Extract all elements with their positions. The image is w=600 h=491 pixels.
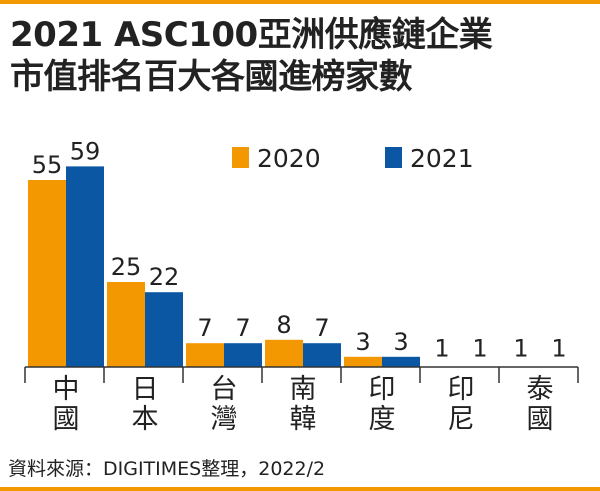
category-label-中國-1: 中 [53, 374, 80, 405]
category-label-中國-2: 國 [53, 404, 80, 435]
bar-2021-南韓 [303, 343, 341, 367]
bar-2020-日本 [107, 282, 145, 367]
chart-title: 2021 ASC100亞洲供應鏈企業 市值排名百大各國進榜家數 [10, 14, 595, 98]
category-label-台灣-1: 台 [211, 374, 238, 405]
chart-title-line-2: 市值排名百大各國進榜家數 [10, 57, 413, 97]
legend-label-2021: 2021 [410, 144, 474, 173]
category-label-印度-2: 度 [369, 404, 396, 435]
category-label-南韓-2: 韓 [290, 404, 317, 435]
bar-2020-台灣 [186, 343, 224, 367]
bar-2021-台灣 [224, 343, 262, 367]
value-label-2020-中國: 55 [32, 151, 63, 179]
category-label-日本-2: 本 [132, 404, 159, 435]
top-accent-rule [0, 0, 600, 4]
value-label-2021-中國: 59 [70, 137, 101, 165]
bottom-accent-rule [0, 487, 600, 491]
legend-swatch-2020 [232, 147, 249, 168]
bar-2020-印度 [344, 356, 382, 367]
value-label-2020-台灣: 7 [197, 314, 212, 342]
value-label-2021-台灣: 7 [235, 314, 250, 342]
value-label-2021-南韓: 7 [314, 314, 329, 342]
bar-2021-印度 [382, 356, 420, 367]
bar-2021-日本 [145, 292, 183, 367]
value-label-2020-日本: 25 [111, 253, 142, 281]
legend-label-2020: 2020 [257, 144, 321, 173]
category-label-印度-1: 印 [369, 374, 396, 405]
bar-2020-南韓 [265, 339, 303, 367]
value-label-2021-日本: 22 [149, 263, 180, 291]
value-label-2020-印度: 3 [355, 328, 370, 356]
bar-2020-中國 [28, 180, 66, 367]
value-label-2020-印尼: 1 [434, 335, 449, 363]
chart-title-line-1: 2021 ASC100亞洲供應鏈企業 [10, 15, 493, 55]
category-label-台灣-2: 灣 [211, 404, 238, 435]
value-label-2021-印尼: 1 [472, 335, 487, 363]
bar-2021-中國 [66, 166, 104, 367]
category-label-泰國-1: 泰 [527, 374, 554, 405]
category-label-南韓-1: 南 [290, 374, 317, 405]
category-label-泰國-2: 國 [527, 404, 554, 435]
value-label-2020-南韓: 8 [276, 311, 291, 339]
value-label-2021-泰國: 1 [551, 335, 566, 363]
legend-swatch-2021 [385, 147, 402, 168]
source-note: 資料來源：DIGITIMES整理，2022/2 [8, 458, 326, 480]
category-label-日本-1: 日 [132, 374, 159, 405]
category-label-印尼-1: 印 [448, 374, 475, 405]
category-label-印尼-2: 尼 [448, 404, 475, 435]
value-label-2021-印度: 3 [393, 328, 408, 356]
value-label-2020-泰國: 1 [513, 335, 528, 363]
